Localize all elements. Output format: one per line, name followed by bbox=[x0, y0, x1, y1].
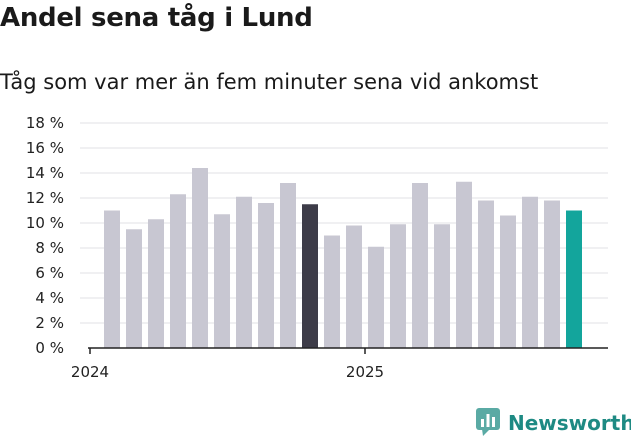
bar bbox=[258, 203, 274, 348]
y-tick-label: 10 % bbox=[26, 214, 64, 232]
brand-logo: Newsworthy bbox=[476, 408, 631, 438]
bar bbox=[170, 194, 186, 348]
y-tick-label: 6 % bbox=[35, 264, 64, 282]
bar bbox=[236, 196, 252, 348]
y-tick-label: 18 % bbox=[26, 114, 64, 132]
bar bbox=[412, 183, 428, 348]
x-tick-label: 2025 bbox=[346, 363, 384, 381]
bar bbox=[456, 181, 472, 348]
chart-subtitle: Tåg som var mer än fem minuter sena vid … bbox=[0, 70, 539, 94]
y-tick-label: 4 % bbox=[35, 289, 64, 307]
bar bbox=[104, 210, 120, 348]
bar bbox=[126, 229, 142, 348]
bar bbox=[390, 224, 406, 348]
bar bbox=[434, 224, 450, 348]
bars bbox=[104, 168, 582, 348]
bar bbox=[522, 196, 538, 348]
newsworthy-logo-icon bbox=[476, 408, 500, 436]
x-tick-label: 2024 bbox=[71, 363, 109, 381]
bar bbox=[566, 210, 582, 348]
bar bbox=[148, 219, 164, 348]
y-tick-label: 12 % bbox=[26, 189, 64, 207]
bar bbox=[302, 204, 318, 348]
bar bbox=[324, 235, 340, 348]
bar bbox=[346, 225, 362, 348]
y-tick-label: 0 % bbox=[35, 339, 64, 357]
bar bbox=[280, 183, 296, 348]
bar bbox=[368, 246, 384, 348]
y-tick-label: 14 % bbox=[26, 164, 64, 182]
y-tick-label: 8 % bbox=[35, 239, 64, 257]
bar bbox=[192, 168, 208, 348]
chart-title: Andel sena tåg i Lund bbox=[0, 3, 313, 33]
bar bbox=[500, 215, 516, 348]
y-axis-labels: 0 % 2 % 4 % 6 % 8 % 10 % 12 % 14 % 16 % 18 % bbox=[26, 114, 64, 357]
bar bbox=[478, 200, 494, 348]
bar bbox=[214, 214, 230, 348]
brand-name: Newsworthy bbox=[508, 411, 631, 435]
y-tick-label: 16 % bbox=[26, 139, 64, 157]
grid-lines bbox=[80, 122, 608, 324]
x-axis: 2024 2025 bbox=[71, 347, 608, 381]
bar bbox=[544, 200, 560, 348]
y-tick-label: 2 % bbox=[35, 314, 64, 332]
